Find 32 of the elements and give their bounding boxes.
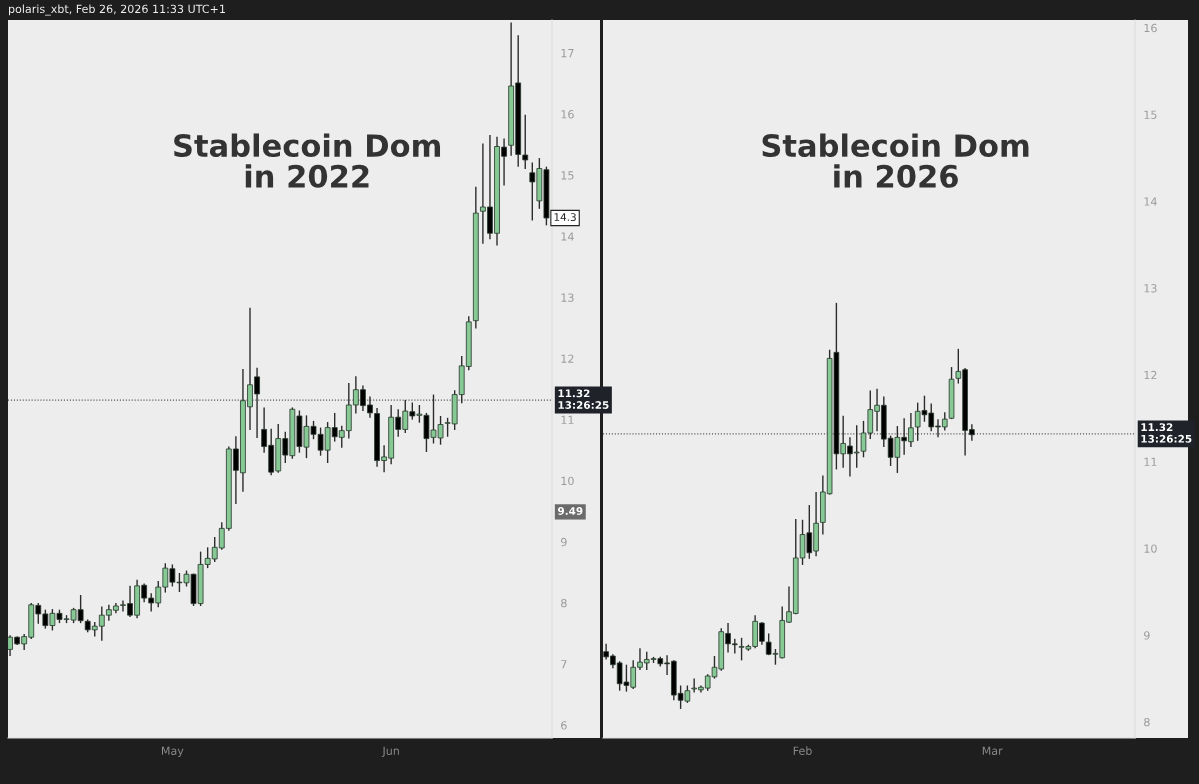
y-tick-label: 12 <box>561 354 574 363</box>
annotation: 14.3 <box>554 213 576 222</box>
y-tick-label: 11 <box>561 415 574 424</box>
y-tick-label: 8 <box>561 598 567 608</box>
x-tick-label: May <box>161 746 184 758</box>
y-tick-label: 10 <box>561 476 574 486</box>
y-tick-label: 17 <box>561 49 574 58</box>
annotation: 9.49 <box>557 507 583 515</box>
text: polaris_xbt, Feb 26, 2026 11:33 UTC+1 <box>9 4 225 16</box>
ref-line-label: 11.32 13:26:25 <box>558 389 609 409</box>
x-tick-label: Jun <box>381 746 399 757</box>
y-tick-label: 7 <box>561 660 567 669</box>
text: Stablecoin Dom in 2026 <box>762 133 1029 188</box>
y-tick-label: 14 <box>561 232 574 241</box>
x-tick-label: Mar <box>982 746 1003 755</box>
ref-line-label: 11.32 13:26:25 <box>1141 423 1192 443</box>
y-tick-label: 13 <box>561 293 574 302</box>
x-tick-label: Feb <box>793 746 812 755</box>
y-tick-label: 12 <box>1144 370 1157 380</box>
y-tick-label: 14 <box>1144 197 1157 206</box>
y-tick-label: 16 <box>1144 23 1157 33</box>
y-tick-label: 11 <box>1144 457 1157 466</box>
y-tick-label: 9 <box>1144 631 1150 640</box>
y-tick-label: 8 <box>1144 717 1150 727</box>
y-tick-label: 9 <box>561 537 567 547</box>
y-tick-label: 15 <box>561 171 574 180</box>
y-tick-label: 10 <box>1144 544 1157 553</box>
y-tick-label: 15 <box>1144 110 1157 119</box>
text: Stablecoin Dom in 2022 <box>174 133 441 188</box>
y-tick-label: 6 <box>561 721 567 730</box>
y-tick-label: 16 <box>561 110 574 119</box>
y-tick-label: 13 <box>1144 284 1157 293</box>
